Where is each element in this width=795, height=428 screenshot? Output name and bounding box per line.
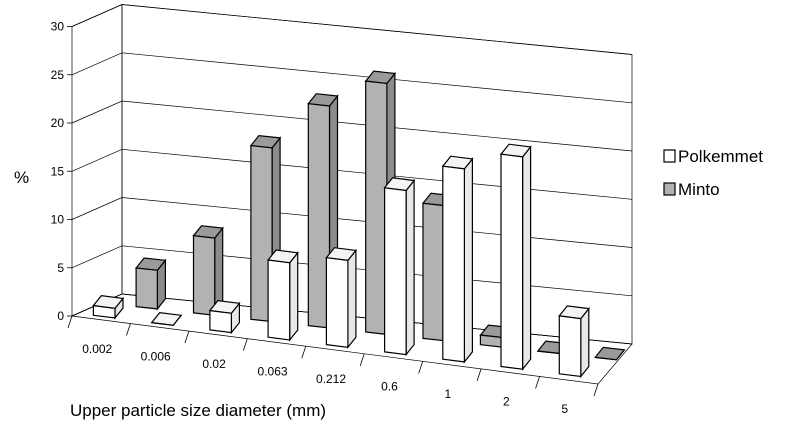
bar-minto-0.002-front: [135, 267, 158, 310]
x-tick-label: 0.002: [82, 342, 112, 356]
bars: [92, 70, 626, 379]
bar-polkemmet-0.02: [208, 299, 241, 335]
bar-polkemmet-0.6-side: [405, 178, 415, 357]
x-tick-label: 0.6: [381, 380, 398, 394]
bar-polkemmet-0.006: [150, 311, 183, 326]
bar-polkemmet-1-front: [442, 165, 465, 363]
bar-polkemmet-0.002-front: [92, 304, 116, 319]
bar-polkemmet-2: [499, 143, 532, 371]
x-tick: [593, 383, 599, 397]
gridline: [71, 100, 633, 152]
bar-polkemmet-5-side: [580, 306, 590, 379]
x-axis-title: Upper particle size diameter (mm): [70, 401, 326, 420]
bar-polkemmet-1-side: [463, 157, 473, 364]
gridline: [71, 4, 633, 55]
x-tick-label: 0.02: [202, 357, 226, 371]
bar-polkemmet-0.02-front: [209, 309, 232, 334]
legend-label-minto: Minto: [678, 180, 720, 199]
bar-polkemmet-5: [558, 305, 590, 379]
x-tick: [359, 353, 365, 366]
legend-label-polkemmet: Polkemmet: [678, 147, 763, 166]
bar-minto-0.006-front: [192, 235, 216, 316]
x-tick-labels: 0.002 0.006 0.02 0.063 0.212 0.6 1 2 5: [82, 342, 568, 416]
bar-polkemmet-0.006-front: [151, 322, 174, 326]
bar-minto-0.02-front: [250, 144, 273, 323]
x-tick: [418, 361, 424, 374]
y-tick-label: 15: [51, 164, 65, 178]
x-tick: [242, 338, 248, 351]
y-tick-label: 25: [51, 68, 65, 82]
x-tick-label: 0.063: [258, 364, 288, 378]
bar-polkemmet-0.6: [383, 177, 416, 357]
y-tick-labels: 0 5 10 15 20 25 30: [51, 20, 65, 324]
bar-polkemmet-0.063-front: [267, 259, 291, 341]
y-axis-title: %: [14, 168, 29, 187]
bar-minto-0.6-front: [422, 202, 445, 342]
y-tick-label: 10: [51, 213, 65, 227]
bar-minto-5: [594, 346, 626, 361]
gridline: [71, 197, 633, 248]
x-tick-label: 0.212: [316, 372, 346, 386]
bar-polkemmet-0.212-front: [325, 257, 349, 348]
x-tick: [126, 323, 131, 336]
gridline: [71, 148, 633, 200]
legend: Polkemmet Minto: [663, 147, 763, 199]
bar-polkemmet-2-side: [521, 145, 532, 371]
bar-polkemmet-0.212: [325, 247, 358, 350]
x-tick-label: 5: [561, 402, 568, 416]
bar-polkemmet-0.212-side: [347, 248, 357, 350]
bar-polkemmet-1: [441, 155, 474, 364]
x-tick-label: 1: [445, 387, 452, 401]
bar-minto-5-front: [595, 356, 617, 361]
x-tick-label: 2: [503, 395, 510, 409]
bar-polkemmet-0.063: [266, 249, 299, 342]
y-tick-label: 5: [57, 261, 64, 275]
gridline: [71, 52, 633, 104]
bar-minto-1-front: [479, 334, 503, 348]
bar-minto-0.063-front: [307, 103, 331, 329]
x-tick: [476, 368, 482, 382]
legend-swatch-minto: [663, 182, 676, 196]
x-tick-label: 0.006: [141, 349, 171, 363]
x-tick: [301, 346, 307, 359]
x-tick: [535, 376, 540, 389]
bar-polkemmet-0.6-front: [384, 187, 407, 356]
x-tick: [67, 315, 73, 329]
bar-minto-0.006: [192, 225, 224, 318]
bar-minto-0.212-front: [365, 80, 388, 336]
bar-polkemmet-0.002: [92, 294, 125, 320]
x-tick: [184, 330, 190, 344]
y-tick-label: 0: [57, 309, 64, 323]
y-tick-label: 20: [51, 116, 65, 130]
bar-polkemmet-2-front: [500, 153, 524, 370]
bar-polkemmet-0.063-side: [289, 251, 299, 342]
bar-polkemmet-5-front: [558, 315, 582, 378]
bar-minto-0.002: [134, 257, 167, 311]
legend-swatch-polkemmet: [663, 149, 676, 163]
y-tick-label: 30: [51, 20, 65, 34]
